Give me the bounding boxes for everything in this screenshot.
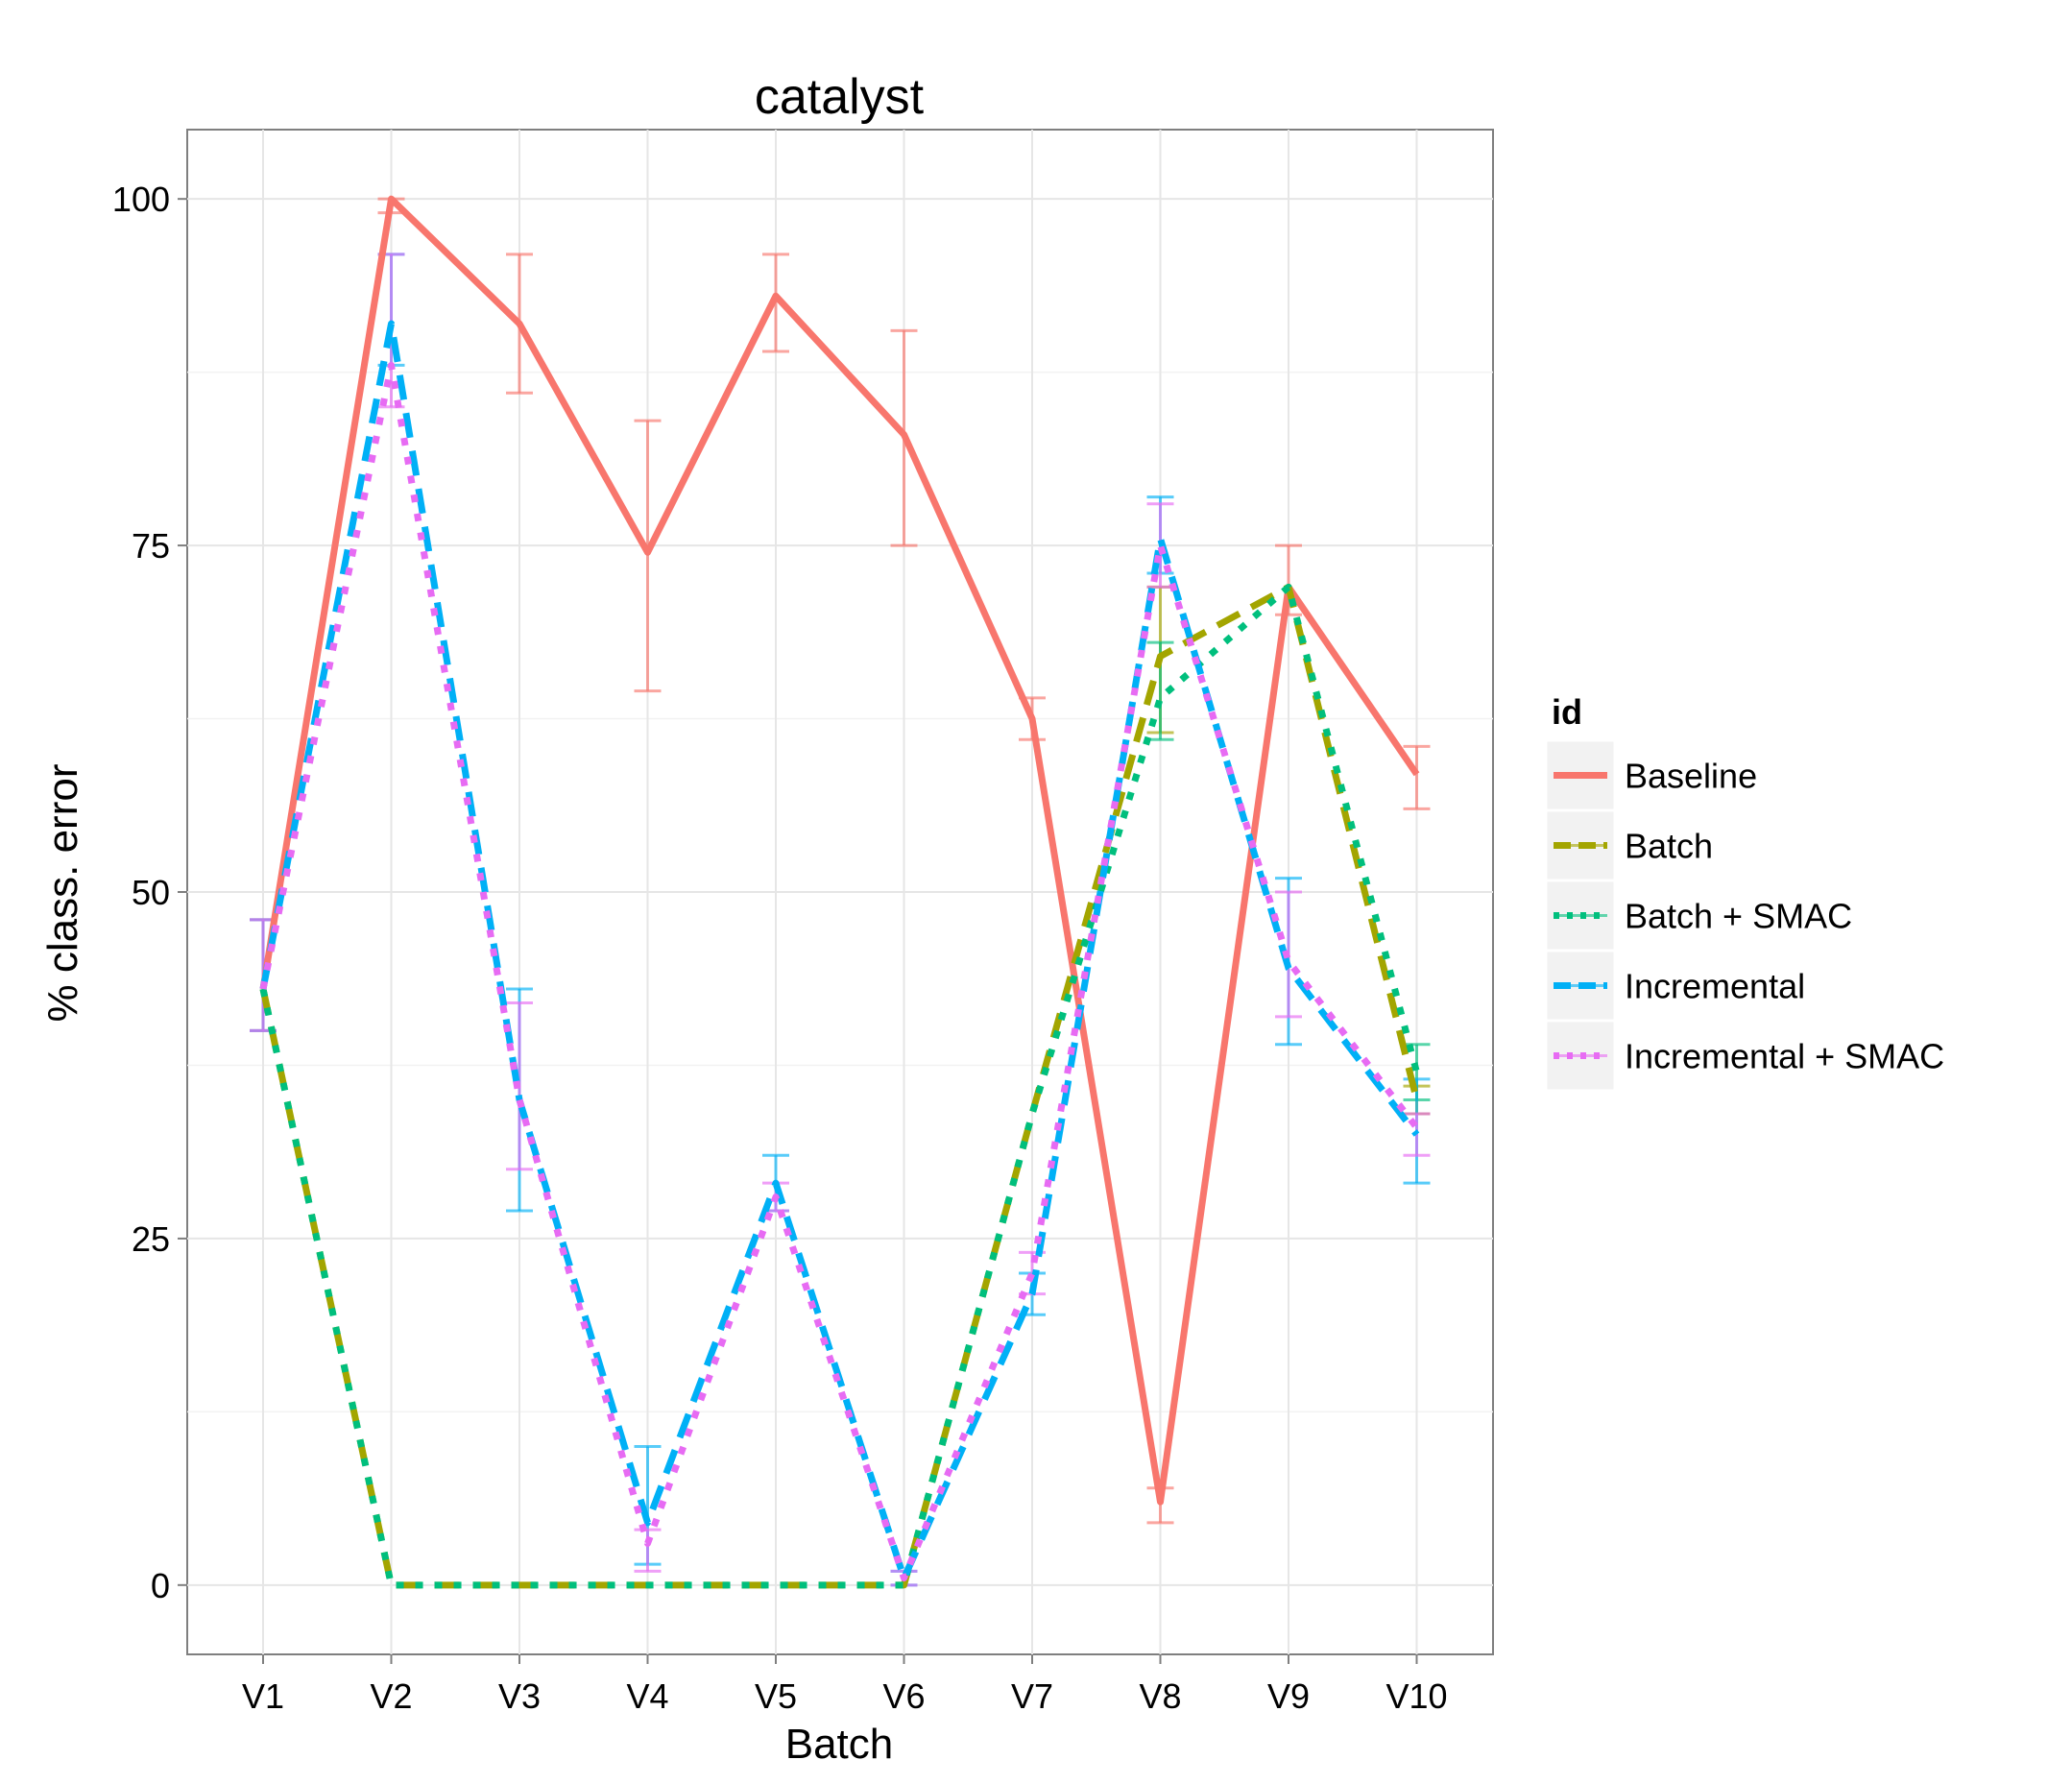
error-bar [1403, 744, 1431, 810]
series-line [259, 320, 1420, 1582]
legend-label: Incremental [1625, 967, 1805, 1006]
legend-item: Batch + SMAC [1544, 879, 1852, 952]
legend-item: Incremental [1544, 949, 1805, 1023]
legend-label: Baseline [1625, 757, 1757, 796]
x-tick-label: V6 [882, 1676, 925, 1716]
y-axis: 0 25 50 75 100 [112, 180, 187, 1605]
chart-title: catalyst [755, 69, 925, 125]
legend-title: id [1552, 692, 1582, 732]
series-line [259, 361, 1420, 1582]
y-tick-label: 75 [132, 526, 170, 566]
x-tick-label: V7 [1011, 1676, 1053, 1716]
y-tick-label: 100 [112, 180, 170, 219]
y-tick-label: 0 [151, 1566, 170, 1605]
legend: id Baseline Batch Batch + SMAC Incremental I… [1544, 692, 1944, 1093]
error-bar [634, 419, 662, 693]
legend-label: Incremental + SMAC [1625, 1037, 1944, 1076]
x-axis: V1 V2 V3 V4 V5 V6 V7 V8 V9 V10 [242, 1654, 1448, 1716]
x-tick-label: V2 [370, 1676, 412, 1716]
y-axis-label: % class. error [39, 764, 86, 1023]
y-tick-label: 50 [132, 873, 170, 912]
y-tick-label: 25 [132, 1219, 170, 1259]
legend-item: Incremental + SMAC [1544, 1019, 1944, 1093]
series-line [259, 195, 1420, 1506]
legend-label: Batch + SMAC [1625, 897, 1852, 936]
x-tick-label: V9 [1267, 1676, 1310, 1716]
x-axis-label: Batch [785, 1721, 894, 1768]
x-tick-label: V5 [755, 1676, 797, 1716]
x-tick-label: V4 [626, 1676, 668, 1716]
series-lines [259, 195, 1420, 1589]
legend-label: Batch [1625, 827, 1713, 866]
x-tick-label: V8 [1139, 1676, 1181, 1716]
x-tick-label: V3 [498, 1676, 541, 1716]
x-tick-label: V10 [1385, 1676, 1447, 1716]
x-tick-label: V1 [242, 1676, 284, 1716]
legend-item: Batch [1544, 808, 1713, 882]
series-line [259, 583, 1420, 1589]
